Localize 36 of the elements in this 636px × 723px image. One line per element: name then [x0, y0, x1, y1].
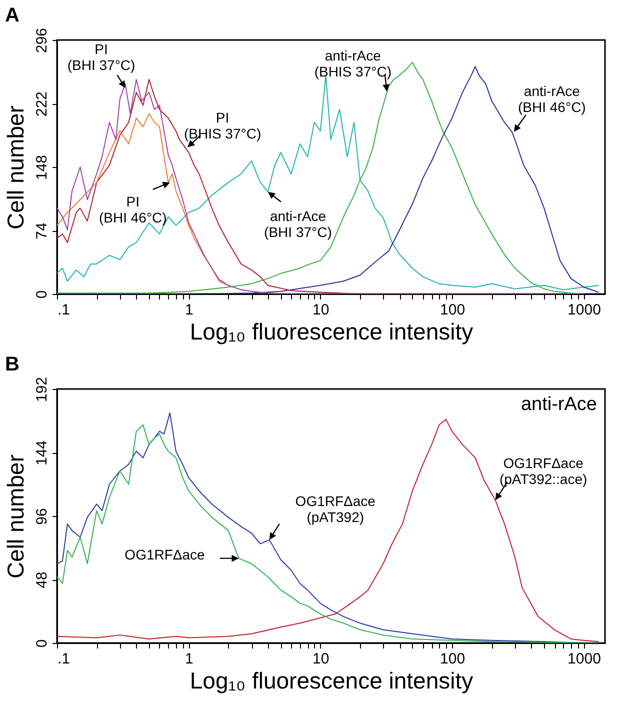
- x-tick-label: .1: [58, 650, 70, 668]
- annotation: PI (BHI 37°C): [67, 41, 136, 74]
- annotation: anti-rAce (BHI 46°C): [518, 82, 586, 115]
- annotation: OG1RFΔace (pAT392): [295, 492, 376, 525]
- x-axis-title: Log₁₀ fluorescence intensity: [190, 318, 474, 344]
- chart-title: A: [5, 4, 20, 26]
- x-tick-label: 1: [185, 302, 194, 318]
- annotation: anti-rAce (BHIS 37°C): [314, 47, 392, 80]
- x-tick-label: .1: [58, 302, 70, 318]
- y-tick-label: 192: [34, 376, 50, 402]
- x-tick-label: 10: [312, 302, 330, 318]
- y-axis-title: Cell number: [2, 454, 28, 578]
- y-tick-label: 0: [34, 639, 50, 648]
- chart-title: B: [5, 353, 20, 376]
- annotation: OG1RFΔace: [124, 546, 206, 562]
- x-tick-label: 100: [440, 650, 466, 668]
- y-tick-label: 148: [34, 154, 50, 180]
- x-tick-label: 100: [440, 302, 466, 318]
- y-tick-label: 74: [34, 222, 50, 240]
- x-axis-title: Log₁₀ fluorescence intensity: [190, 668, 474, 694]
- x-tick-label: 1000: [568, 302, 601, 318]
- annotation: OG1RFΔace (pAT392::ace): [499, 455, 588, 488]
- x-tick-label: 1: [185, 650, 194, 668]
- x-tick-label: 1000: [568, 650, 601, 668]
- y-tick-label: 48: [34, 572, 50, 588]
- y-tick-label: 222: [34, 91, 50, 117]
- annotation: anti-rAce: [520, 394, 597, 415]
- y-axis-title: Cell number: [2, 105, 28, 230]
- annotation: PI (BHI 46°C): [98, 193, 167, 226]
- y-tick-label: 96: [34, 508, 50, 525]
- annotation: anti-rAce (BHI 37°C): [264, 208, 332, 240]
- y-tick-label: 0: [34, 290, 50, 299]
- y-tick-label: 144: [34, 440, 50, 466]
- y-tick-label: 296: [34, 28, 50, 54]
- x-tick-label: 10: [312, 650, 330, 668]
- annotation: PI (BHIS 37°C): [184, 109, 262, 142]
